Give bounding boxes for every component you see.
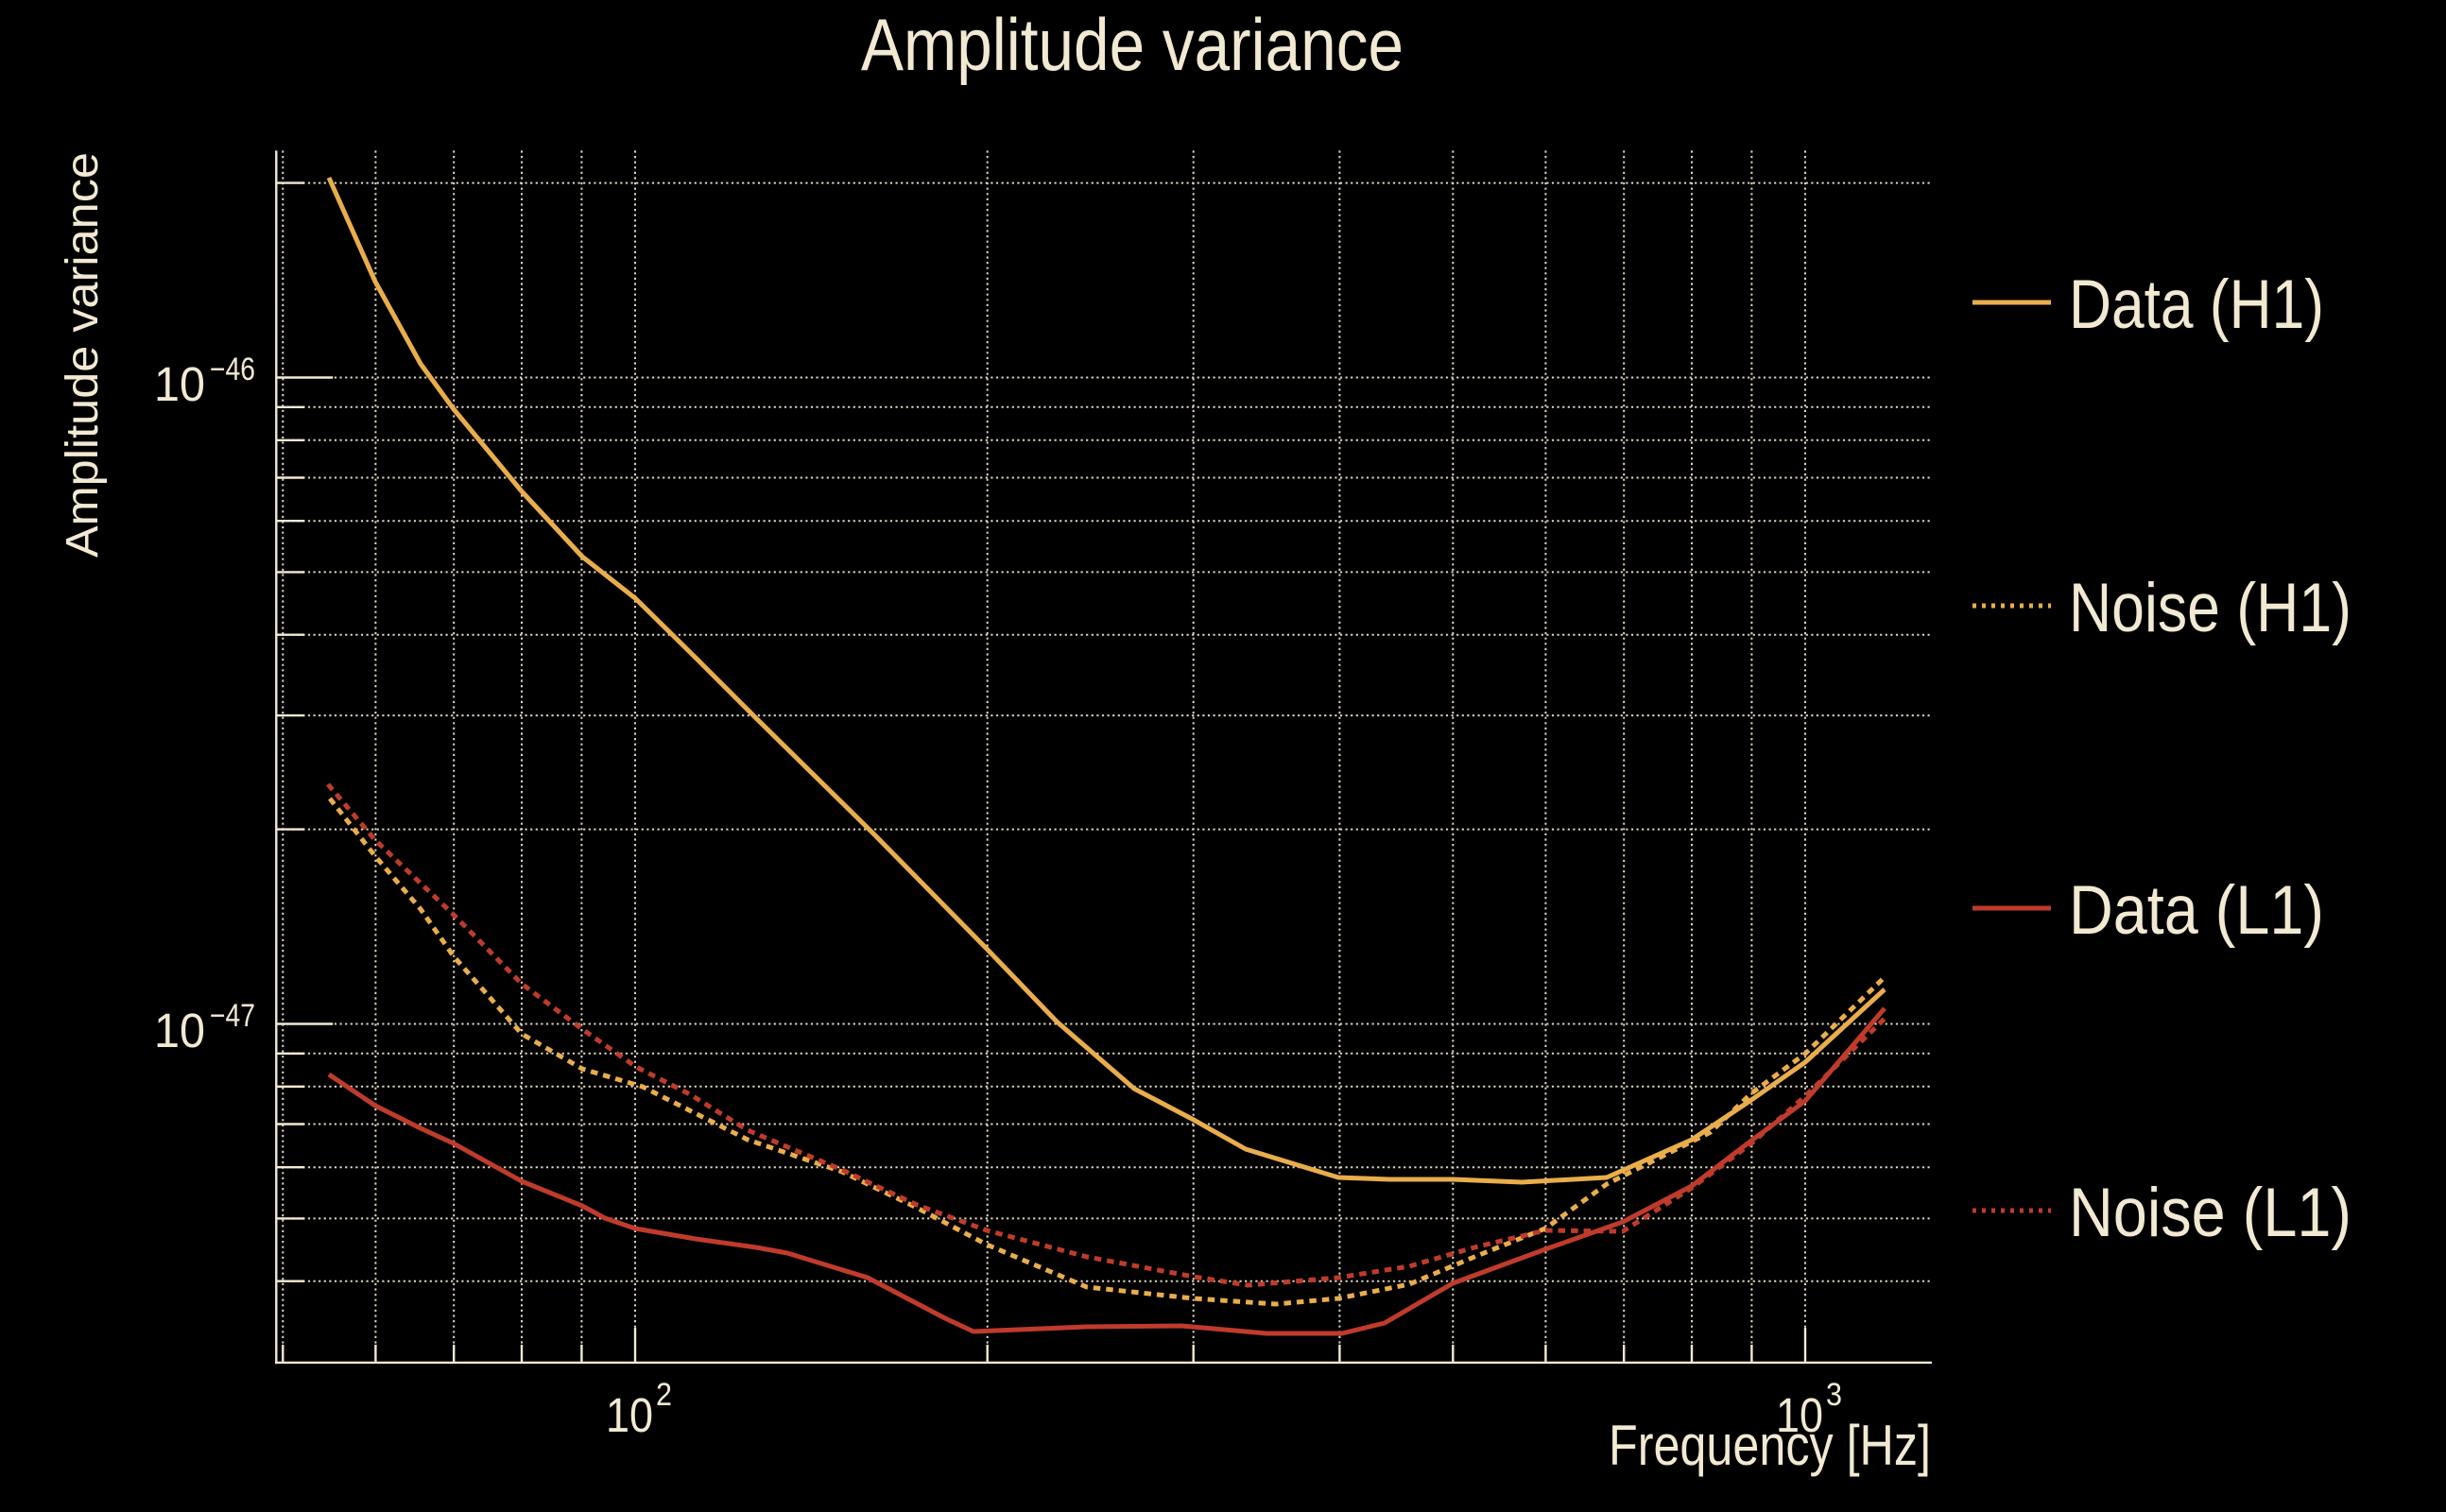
svg-text:Amplitude variance: Amplitude variance <box>58 152 108 558</box>
svg-text:10: 10 <box>1776 1388 1823 1442</box>
svg-text:2: 2 <box>656 1377 672 1413</box>
svg-text:3: 3 <box>1826 1377 1842 1413</box>
svg-text:Noise (L1): Noise (L1) <box>2069 1175 2351 1251</box>
svg-text:10: 10 <box>154 357 205 411</box>
svg-text:−47: −47 <box>210 998 255 1034</box>
svg-text:−46: −46 <box>210 352 255 387</box>
svg-text:Frequency [Hz]: Frequency [Hz] <box>1609 1414 1931 1477</box>
svg-text:Data (L1): Data (L1) <box>2069 872 2324 949</box>
svg-text:Data (H1): Data (H1) <box>2069 266 2324 343</box>
svg-text:10: 10 <box>154 1004 205 1057</box>
svg-text:10: 10 <box>606 1388 653 1442</box>
svg-text:Amplitude variance: Amplitude variance <box>861 3 1404 86</box>
svg-text:Noise (H1): Noise (H1) <box>2069 570 2351 646</box>
